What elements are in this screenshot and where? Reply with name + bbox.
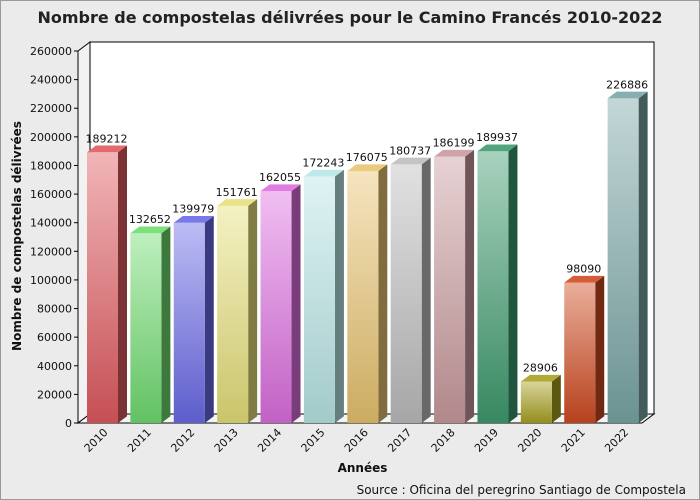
x-tick-label: 2022 xyxy=(602,426,631,455)
x-tick-label: 2017 xyxy=(385,426,414,455)
x-tick-label: 2010 xyxy=(82,426,111,455)
bar-value-label: 151761 xyxy=(216,186,258,199)
bar xyxy=(87,152,118,423)
x-tick-label: 2015 xyxy=(299,426,328,455)
bar-value-label: 28906 xyxy=(523,362,558,375)
y-tick-label: 0 xyxy=(65,417,72,430)
bar xyxy=(347,171,379,423)
bar-top xyxy=(477,144,518,152)
bar xyxy=(130,233,162,423)
bar-value-label: 189212 xyxy=(86,132,128,145)
source-note: Source : Oficina del peregrino Santiago … xyxy=(356,483,686,497)
bar-side xyxy=(551,374,561,423)
y-tick-label: 200000 xyxy=(30,131,72,144)
bar xyxy=(303,176,335,423)
bar-side xyxy=(204,215,214,423)
bar-value-label: 226886 xyxy=(606,78,648,91)
y-tick-label: 160000 xyxy=(30,188,72,201)
x-tick-label: 2016 xyxy=(342,426,371,455)
bar-top xyxy=(303,169,344,177)
bar-side xyxy=(248,199,258,423)
bar xyxy=(477,151,509,423)
y-tick-label: 240000 xyxy=(30,74,72,87)
x-tick-label: 2020 xyxy=(515,426,544,455)
bar-value-label: 180737 xyxy=(389,144,431,157)
bar-top xyxy=(390,157,431,165)
bar xyxy=(564,282,596,423)
bar-side xyxy=(334,169,344,423)
bar-side xyxy=(595,275,605,423)
bar-side xyxy=(465,149,475,423)
x-axis-label: Années xyxy=(337,461,388,475)
y-tick-label: 80000 xyxy=(37,303,72,316)
x-tick-label: 2013 xyxy=(212,426,241,455)
bar xyxy=(607,98,639,424)
bar-side xyxy=(291,184,301,423)
bar-value-label: 176075 xyxy=(346,151,388,164)
bar-top xyxy=(564,275,605,283)
bar-top xyxy=(87,145,127,153)
y-tick-label: 140000 xyxy=(30,217,72,230)
bar xyxy=(260,191,292,423)
x-tick-label: 2018 xyxy=(429,426,458,455)
bar-top xyxy=(347,164,388,172)
x-tick-label: 2021 xyxy=(559,426,588,455)
bar-value-label: 162055 xyxy=(259,171,301,184)
bar-side xyxy=(638,91,648,424)
bar-top xyxy=(434,149,475,157)
y-tick-label: 100000 xyxy=(30,274,72,287)
chart-title: Nombre de compostelas délivrées pour le … xyxy=(37,8,663,27)
bar xyxy=(390,164,422,424)
bar-value-label: 132652 xyxy=(129,213,171,226)
y-tick-label: 260000 xyxy=(30,45,72,58)
bar-side xyxy=(508,144,518,423)
bar-side xyxy=(421,157,431,424)
x-tick-label: 2011 xyxy=(125,426,154,455)
bar-value-label: 189937 xyxy=(476,131,518,144)
bar-top xyxy=(217,199,258,206)
bar-top xyxy=(173,215,214,223)
y-tick-label: 20000 xyxy=(37,388,72,401)
y-tick-label: 120000 xyxy=(30,245,72,258)
bar-value-label: 98090 xyxy=(566,263,601,276)
y-tick-label: 180000 xyxy=(30,159,72,172)
bar-top xyxy=(130,226,171,234)
bar xyxy=(173,222,205,423)
x-tick-label: 2014 xyxy=(255,426,284,455)
bar-side xyxy=(118,145,127,423)
bar-top xyxy=(520,374,561,382)
bar-value-label: 139979 xyxy=(172,203,214,216)
y-tick-label: 40000 xyxy=(37,360,72,373)
bar xyxy=(520,381,552,423)
bar-value-label: 186199 xyxy=(433,137,475,150)
y-tick-label: 60000 xyxy=(37,331,72,344)
bar-value-label: 172243 xyxy=(302,157,344,170)
bar-top xyxy=(260,184,301,192)
bar-side xyxy=(378,164,388,423)
bar-side xyxy=(161,226,171,423)
bar-top xyxy=(607,91,648,99)
y-tick-label: 220000 xyxy=(30,102,72,115)
x-tick-label: 2019 xyxy=(472,426,501,455)
x-tick-label: 2012 xyxy=(168,426,197,455)
bar xyxy=(434,156,466,423)
bar xyxy=(217,205,249,423)
